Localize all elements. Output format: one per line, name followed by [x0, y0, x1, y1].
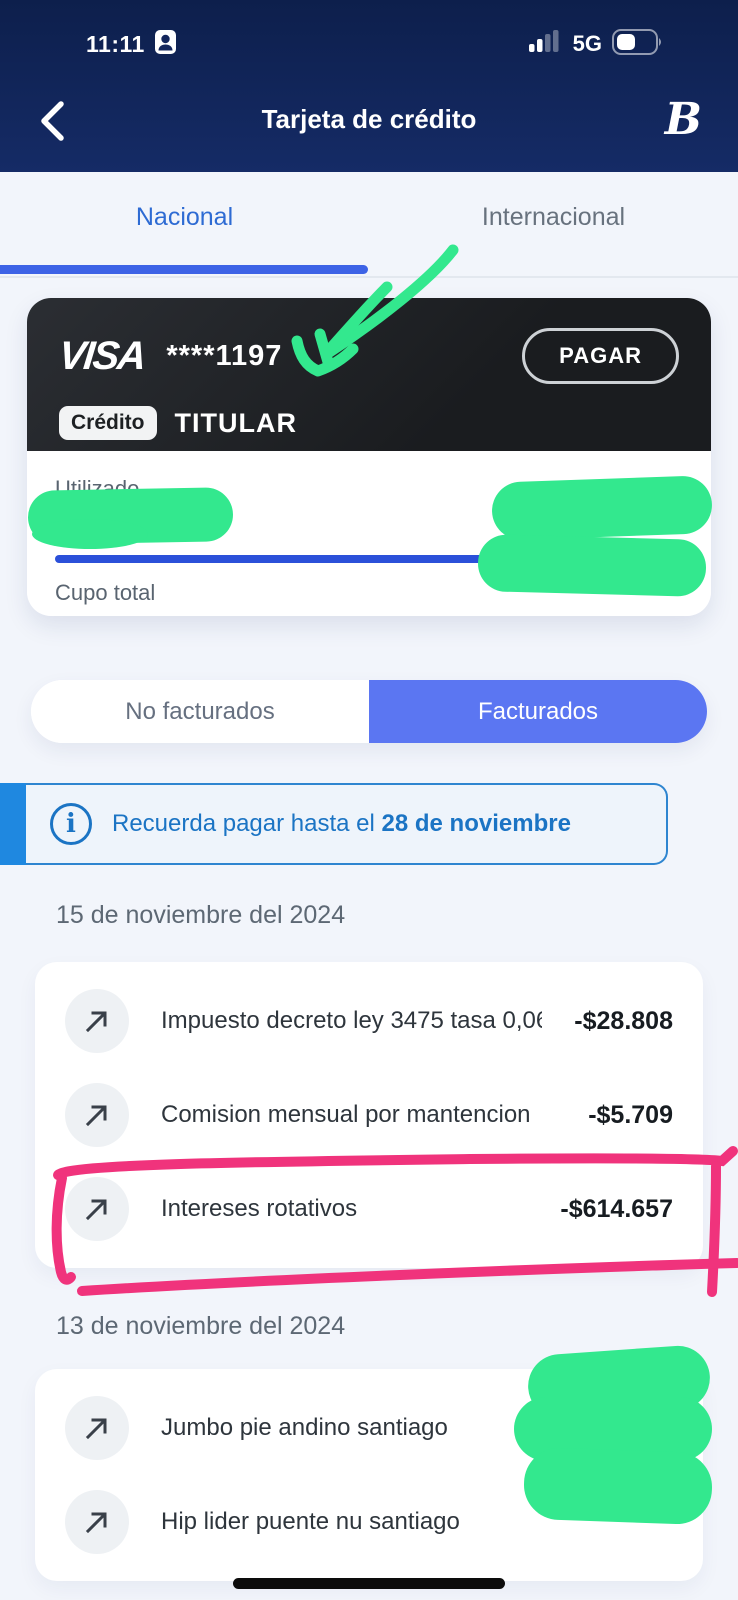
transaction-row[interactable]: Hip lider puente nu santiago — [65, 1475, 673, 1569]
reminder-text: Recuerda pagar hasta el 28 de noviembre — [112, 810, 571, 837]
banner-accent-strip — [0, 783, 26, 865]
transaction-amount: -$5.709 — [588, 1100, 673, 1129]
status-time: 11:11 — [86, 30, 145, 57]
info-circle-icon: i — [50, 803, 92, 845]
transaction-description: Hip lider puente nu santiago — [161, 1508, 460, 1535]
reminder-date: 28 de noviembre — [381, 810, 571, 837]
card-type-badge: Crédito — [59, 406, 157, 440]
arrow-up-right-icon — [65, 1083, 129, 1147]
back-button[interactable] — [32, 98, 72, 146]
card-masked-number: ****1197 — [166, 339, 283, 372]
available-label: Disponible — [580, 476, 683, 501]
transaction-row-highlighted[interactable]: Intereses rotativos -$614.657 — [65, 1162, 673, 1256]
tab-internacional[interactable]: Internacional — [369, 172, 738, 276]
filter-facturados[interactable]: Facturados — [369, 680, 707, 743]
banner-body: i Recuerda pagar hasta el 28 de noviembr… — [26, 783, 668, 865]
credit-card-face: VISA ****1197 PAGAR Crédito TITULAR — [27, 298, 711, 451]
tab-bar: Nacional Internacional — [0, 172, 738, 278]
transaction-amount: -$28.808 — [574, 1006, 673, 1035]
bank-logo: B — [664, 94, 702, 145]
billing-filter: No facturados Facturados — [31, 680, 707, 743]
card-limits-panel: Utilizado Disponible Cupo total — [27, 451, 711, 616]
transaction-amount: -$614.657 — [560, 1194, 673, 1223]
home-indicator[interactable] — [233, 1578, 505, 1589]
header: 11:11 5 — [0, 0, 738, 172]
credit-card-summary: VISA ****1197 PAGAR Crédito TITULAR Util… — [27, 298, 711, 616]
filter-no-facturados[interactable]: No facturados — [31, 680, 369, 743]
pay-button[interactable]: PAGAR — [522, 328, 679, 384]
card-holder-role: TITULAR — [174, 407, 297, 438]
battery-icon — [612, 28, 664, 60]
arrow-up-right-icon — [65, 1396, 129, 1460]
network-type: 5G — [572, 31, 602, 56]
signal-bars-icon — [528, 29, 563, 59]
contact-badge-icon — [154, 29, 176, 60]
navigation-bar: Tarjeta de crédito B — [0, 92, 738, 156]
transaction-date-header: 15 de noviembre del 2024 — [56, 901, 346, 929]
transaction-row[interactable]: Jumbo pie andino santiago — [65, 1381, 673, 1475]
chevron-left-icon — [39, 99, 65, 146]
arrow-up-right-icon — [65, 1177, 129, 1241]
transaction-description: Comision mensual por mantencion — [161, 1101, 531, 1128]
transaction-group: Impuesto decreto ley 3475 tasa 0,066% -$… — [35, 962, 703, 1268]
payment-reminder-banner: i Recuerda pagar hasta el 28 de noviembr… — [0, 783, 668, 865]
page-title: Tarjeta de crédito — [261, 104, 477, 134]
used-label: Utilizado — [55, 476, 140, 501]
credit-usage-progress-bar — [55, 555, 667, 563]
status-bar: 11:11 5 — [0, 0, 738, 64]
transaction-row[interactable]: Impuesto decreto ley 3475 tasa 0,066% -$… — [65, 974, 673, 1068]
arrow-up-right-icon — [65, 989, 129, 1053]
transaction-description: Intereses rotativos — [161, 1195, 358, 1222]
transaction-date-header: 13 de noviembre del 2024 — [56, 1312, 346, 1340]
total-limit-label: Cupo total — [55, 580, 156, 605]
active-tab-indicator — [0, 265, 368, 274]
transaction-row[interactable]: Comision mensual por mantencion -$5.709 — [65, 1068, 673, 1162]
transaction-description: Impuesto decreto ley 3475 tasa 0,066% — [161, 1007, 543, 1034]
arrow-up-right-icon — [65, 1490, 129, 1554]
visa-logo: VISA — [56, 333, 147, 378]
transaction-group: Jumbo pie andino santiago Hip lider puen… — [35, 1369, 703, 1581]
transaction-description: Jumbo pie andino santiago — [161, 1414, 448, 1441]
tab-nacional[interactable]: Nacional — [0, 172, 369, 276]
